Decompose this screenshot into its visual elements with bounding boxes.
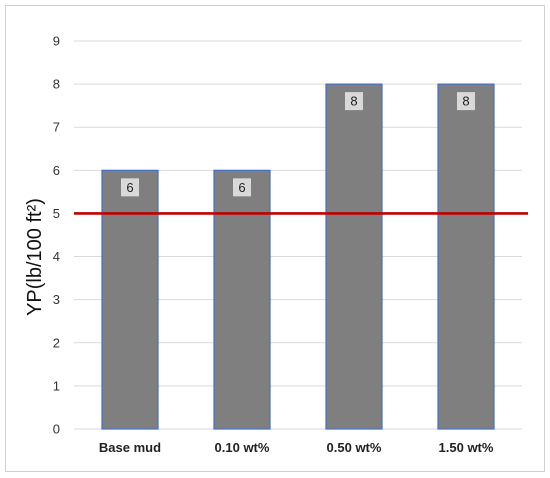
- x-category-label: 0.10 wt%: [215, 440, 270, 455]
- y-tick-label: 2: [53, 335, 60, 350]
- y-tick-label: 9: [53, 34, 60, 49]
- bar: [213, 169, 271, 430]
- bar: [101, 169, 159, 430]
- bar: [437, 83, 495, 430]
- y-tick-label: 7: [53, 120, 60, 135]
- y-tick-label: 8: [53, 77, 60, 92]
- x-category-label: 0.50 wt%: [327, 440, 382, 455]
- y-tick-label: 4: [53, 249, 60, 264]
- y-tick-label: 1: [53, 378, 60, 393]
- y-tick-label: 0: [53, 422, 60, 437]
- y-tick-label: 5: [53, 206, 60, 221]
- x-category-label: 1.50 wt%: [439, 440, 494, 455]
- data-label: 8: [350, 94, 357, 109]
- data-label-box: [457, 92, 475, 111]
- data-label-box: [121, 178, 139, 197]
- y-axis-label: YP(lb/100 ft²): [24, 198, 46, 316]
- x-axis-categories: Base mud 0.10 wt% 0.50 wt% 1.50 wt%: [99, 440, 494, 455]
- y-axis-ticks: 0 1 2 3 4 5 6 7 8 9: [53, 34, 60, 437]
- data-labels: 6 6 8 8: [121, 92, 475, 197]
- y-tick-label: 3: [53, 292, 60, 307]
- data-label: 8: [462, 94, 469, 109]
- y-tick-label: 6: [53, 163, 60, 178]
- bar: [325, 83, 383, 430]
- data-label-box: [233, 178, 251, 197]
- data-label: 6: [126, 180, 133, 195]
- x-category-label: Base mud: [99, 440, 161, 455]
- data-label: 6: [238, 180, 245, 195]
- data-label-box: [345, 92, 363, 111]
